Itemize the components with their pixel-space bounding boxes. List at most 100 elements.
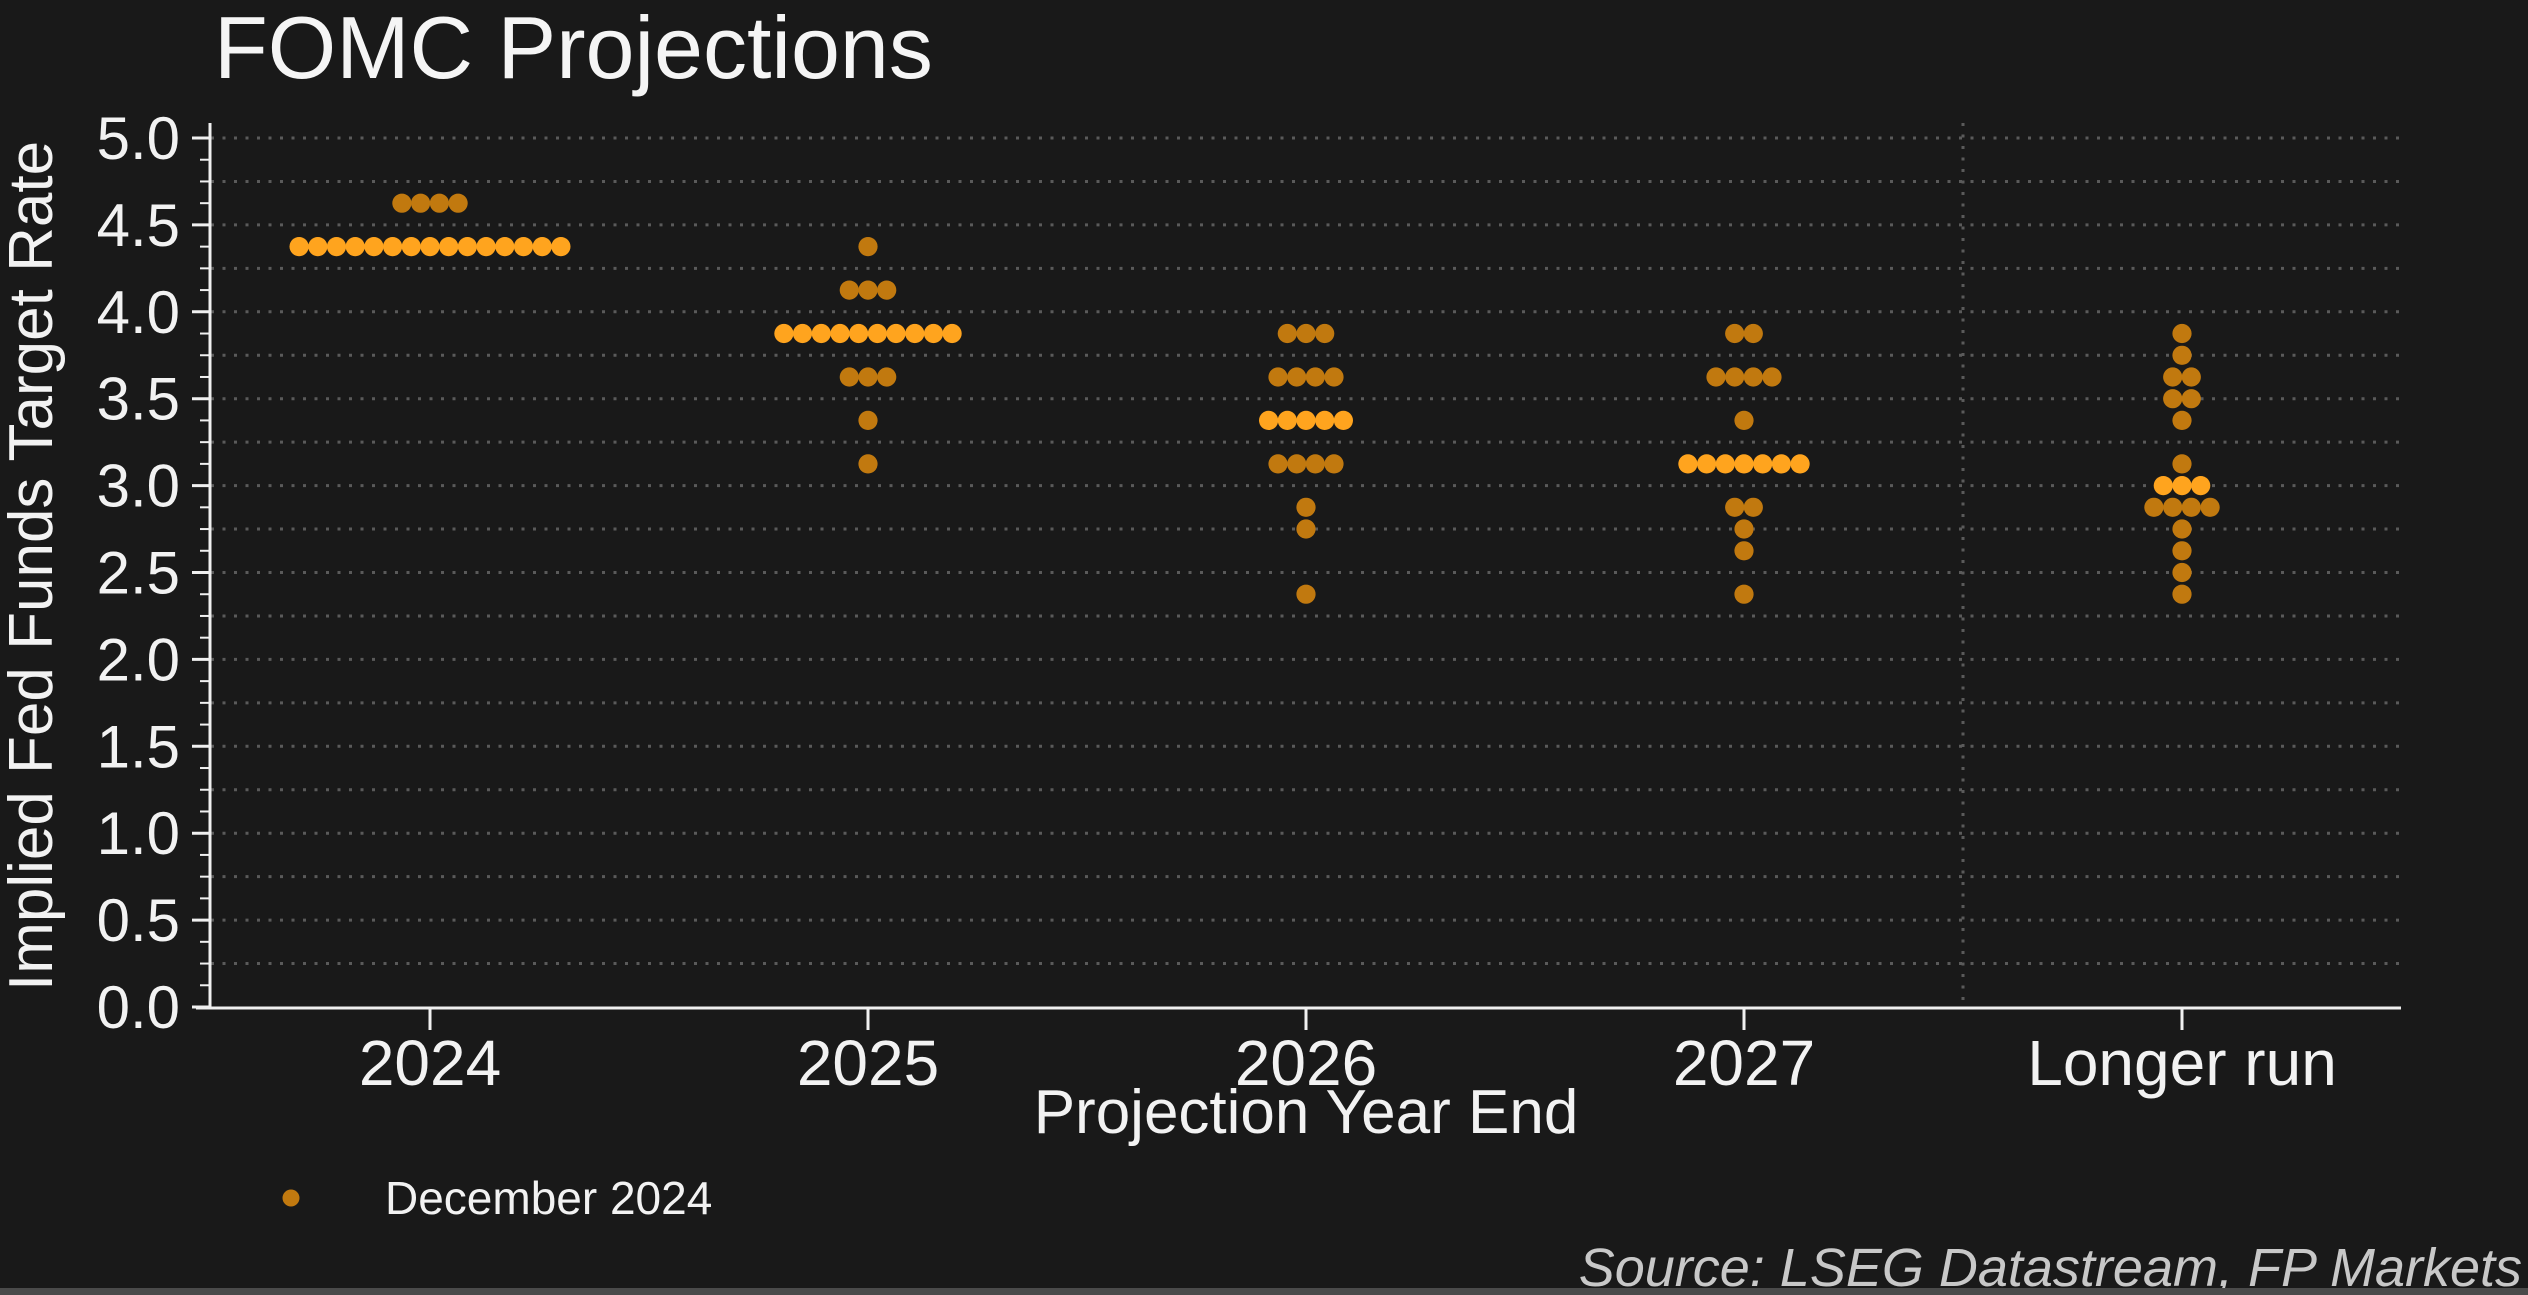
projection-dot — [839, 280, 859, 300]
projection-dot — [1268, 367, 1288, 387]
projection-dot — [2181, 367, 2201, 387]
y-axis-title: Implied Fed Funds Target Rate — [0, 141, 66, 991]
legend-marker-dot — [282, 1189, 300, 1207]
projection-dot-median — [420, 237, 440, 257]
projection-dot — [1305, 454, 1325, 474]
x-tick-label: 2026 — [1235, 1027, 1377, 1099]
projection-dot — [1734, 584, 1754, 604]
projection-dot — [877, 367, 897, 387]
projection-dot — [858, 367, 878, 387]
projection-dot — [858, 280, 878, 300]
projection-dot — [839, 367, 859, 387]
projection-dot — [1296, 519, 1316, 539]
projection-dot-median — [1715, 454, 1735, 474]
projection-dot — [2172, 562, 2192, 583]
projection-dot-median — [551, 237, 571, 257]
y-tick-label: 3.0 — [97, 453, 180, 520]
projection-dot-median — [1753, 454, 1773, 474]
y-tick-label: 1.0 — [97, 800, 180, 867]
projection-dot — [2172, 410, 2192, 430]
projection-dot — [1315, 323, 1335, 344]
projection-dot-median — [439, 237, 459, 257]
projection-dot — [2172, 454, 2192, 474]
projection-dot — [2172, 519, 2192, 539]
axes — [192, 123, 2401, 1030]
projection-dot — [2163, 389, 2183, 409]
projection-dot-median — [1333, 410, 1353, 430]
projection-dot-median — [2191, 476, 2211, 496]
projection-dot — [1268, 454, 1288, 474]
projection-dot — [2181, 389, 2201, 409]
projection-dot-median — [811, 323, 831, 344]
projection-dot — [429, 193, 449, 213]
projection-dot — [1734, 410, 1754, 430]
x-tick-labels: 2024 2025 2026 2027 Longer run — [359, 1027, 2337, 1099]
projection-dot-median — [830, 323, 850, 344]
projection-dot-median — [1771, 454, 1791, 474]
projection-dot — [1725, 367, 1745, 387]
projection-dot — [1725, 497, 1745, 517]
y-tick-label: 3.5 — [97, 366, 180, 433]
y-tick-label: 0.5 — [97, 887, 180, 954]
projection-dot-median — [886, 323, 906, 344]
y-tick-label: 4.5 — [97, 192, 180, 259]
bottom-strip — [0, 1288, 2528, 1295]
projection-dot — [2172, 584, 2192, 604]
projection-dot — [877, 280, 897, 300]
legend-label: December 2024 — [385, 1172, 712, 1224]
projection-dot — [1762, 367, 1782, 387]
projection-dot-median — [923, 323, 944, 344]
projection-dot — [1296, 497, 1316, 517]
projection-dot-median — [364, 237, 384, 257]
projection-dot — [858, 410, 878, 430]
projection-dot — [1706, 367, 1726, 387]
projection-dot-median — [1697, 454, 1717, 474]
projection-dot — [1725, 323, 1745, 344]
projection-dot-median — [792, 323, 813, 344]
projection-dot-median — [1678, 454, 1698, 474]
projection-dot — [2144, 497, 2164, 517]
projection-dot-median — [326, 237, 347, 257]
y-tick-label: 0.0 — [97, 974, 180, 1041]
y-tick-labels: 0.0 0.5 1.0 1.5 2.0 2.5 3.0 3.5 4.0 4.5 5.0 — [97, 105, 180, 1041]
projection-dot-median — [289, 237, 309, 257]
projection-dot — [1277, 323, 1297, 344]
x-tick-label: Longer run — [2027, 1027, 2337, 1099]
x-tick-label: 2025 — [797, 1027, 939, 1099]
projection-dot-median — [476, 237, 496, 257]
projection-dot — [1743, 367, 1763, 387]
projection-dot — [1734, 519, 1754, 539]
projection-dot-median — [495, 237, 515, 257]
projection-dot-median — [2153, 476, 2173, 496]
projection-dot-median — [401, 237, 421, 257]
projection-dot — [1296, 323, 1316, 344]
projection-dot — [2172, 323, 2192, 344]
projection-dot-median — [1790, 454, 1810, 474]
projection-dot — [1324, 454, 1344, 474]
projection-dot — [2200, 497, 2220, 517]
projection-dot-median — [345, 237, 365, 257]
projection-dot-median — [2172, 476, 2192, 496]
projection-dot-median — [532, 237, 552, 257]
projection-dot — [1287, 454, 1307, 474]
x-axis-title: Projection Year End — [1034, 1078, 1579, 1147]
y-tick-label: 5.0 — [97, 105, 180, 172]
projection-dot — [411, 193, 431, 213]
projection-dot — [1287, 367, 1307, 387]
projection-dot — [1743, 497, 1763, 517]
x-tick-label: 2024 — [359, 1027, 501, 1099]
projection-dot-median — [513, 237, 534, 257]
projection-dot — [448, 193, 468, 213]
x-tick-label: 2027 — [1673, 1027, 1815, 1099]
projection-dot — [2181, 497, 2201, 517]
y-tick-label: 2.5 — [97, 540, 180, 607]
y-tick-label: 4.0 — [97, 279, 180, 346]
projection-dot-median — [1277, 410, 1297, 430]
projection-dot-median — [942, 323, 962, 344]
chart-title: FOMC Projections — [214, 0, 933, 97]
projection-dot-median — [867, 323, 888, 344]
projection-dot — [392, 193, 412, 213]
projection-dot — [1324, 367, 1344, 387]
